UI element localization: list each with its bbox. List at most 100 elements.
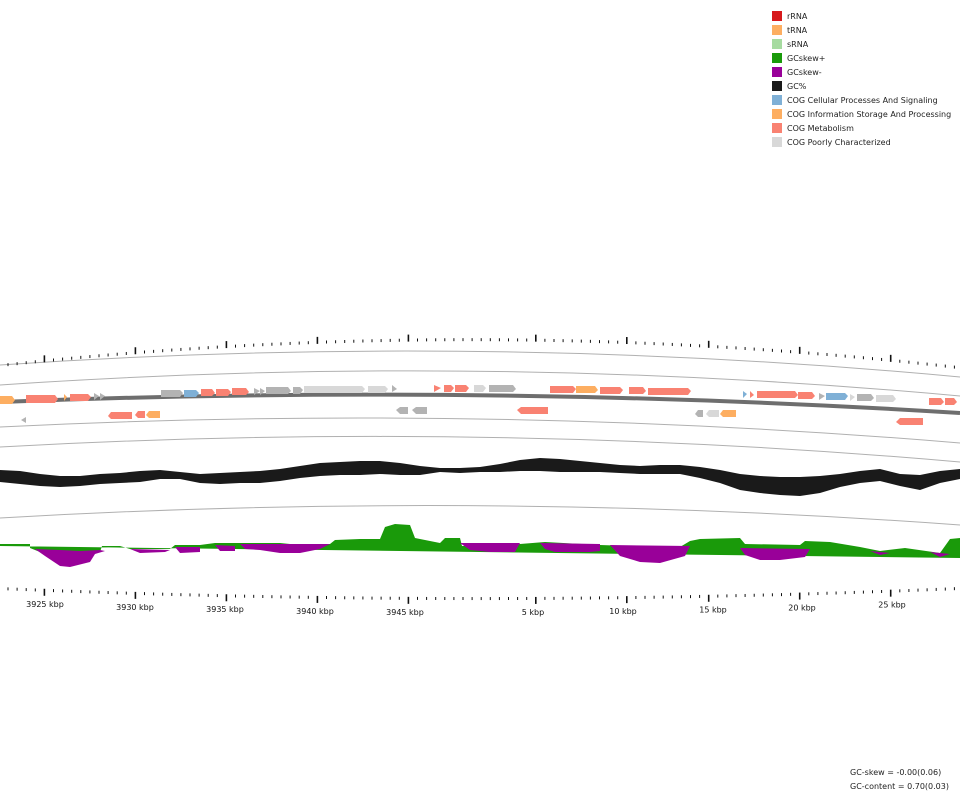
- legend-label: COG Information Storage And Processing: [787, 109, 952, 119]
- legend-swatch: [772, 137, 782, 147]
- position-labels: 3925 kbp 3930 kbp 3935 kbp 3940 kbp 3945 kbp…: [26, 600, 906, 617]
- legend-swatch: [772, 67, 782, 77]
- legend-swatch: [772, 81, 782, 91]
- position-label: 3930 kbp: [116, 603, 154, 612]
- legend-item: tRNA: [772, 23, 951, 37]
- legend-label: GCskew-: [787, 67, 822, 77]
- gc-track-inner-arc: [0, 505, 960, 526]
- gene-arrow: [412, 407, 427, 414]
- forward-strand-genes: [0, 385, 957, 405]
- legend-item: sRNA: [772, 37, 951, 51]
- reverse-track-inner-arc: [0, 417, 960, 444]
- gene-arrow: [396, 407, 408, 414]
- position-label: 20 kbp: [788, 604, 816, 613]
- gc-content-profile: [0, 458, 960, 496]
- legend-swatch: [772, 53, 782, 63]
- legend-label: rRNA: [787, 11, 808, 21]
- gene-arrow: [550, 386, 576, 393]
- gene-arrow: [750, 391, 754, 398]
- gene-arrow: [857, 394, 874, 401]
- legend-swatch: [772, 11, 782, 21]
- legend-label: GC%: [787, 81, 807, 91]
- gene-arrow: [108, 412, 132, 419]
- gene-arrow: [94, 393, 99, 400]
- gene-arrow: [629, 387, 646, 394]
- gene-arrow: [293, 387, 303, 394]
- gene-arrow: [648, 388, 691, 395]
- gene-arrow: [21, 417, 26, 423]
- gene-arrow: [706, 410, 719, 417]
- gene-arrow: [434, 385, 441, 392]
- gene-arrow: [798, 392, 815, 399]
- gene-arrow: [876, 395, 896, 402]
- position-label: 15 kbp: [699, 606, 727, 615]
- position-label: 3925 kbp: [26, 600, 64, 609]
- gene-arrow: [455, 385, 469, 392]
- gene-arrow: [146, 411, 160, 418]
- legend-item: rRNA: [772, 9, 951, 23]
- inner-ruler-ticks: [7, 587, 955, 604]
- gene-arrow: [392, 385, 397, 392]
- gc-content-stat: GC-content = 0.70(0.03): [850, 782, 949, 791]
- reverse-strand-genes: [21, 407, 923, 425]
- gene-arrow: [304, 386, 365, 393]
- gene-arrow: [0, 396, 15, 404]
- gene-arrow: [201, 389, 215, 396]
- legend-label: COG Poorly Characterized: [787, 137, 891, 147]
- outer-ruler-ticks: [7, 334, 955, 369]
- gc-skew-stat: GC-skew = -0.00(0.06): [850, 768, 942, 777]
- legend-item: GC%: [772, 79, 951, 93]
- backbone-arc: [0, 392, 960, 415]
- gene-arrow: [260, 388, 265, 395]
- legend-item: COG Information Storage And Processing: [772, 107, 951, 121]
- gene-arrow: [945, 398, 957, 405]
- legend-item: COG Poorly Characterized: [772, 135, 951, 149]
- legend-swatch: [772, 39, 782, 49]
- gene-arrow: [517, 407, 548, 414]
- gene-arrow: [896, 418, 923, 425]
- legend-swatch: [772, 95, 782, 105]
- gene-arrow: [70, 394, 91, 401]
- gene-arrow: [26, 395, 58, 403]
- gene-arrow: [826, 393, 848, 400]
- gene-arrow: [600, 387, 623, 394]
- position-label: 3935 kbp: [206, 605, 244, 614]
- legend-item: GCskew+: [772, 51, 951, 65]
- legend-item: COG Metabolism: [772, 121, 951, 135]
- gene-arrow: [720, 410, 736, 417]
- legend-label: COG Metabolism: [787, 123, 854, 133]
- gene-arrow: [368, 386, 388, 393]
- legend-swatch: [772, 109, 782, 119]
- position-label: 25 kbp: [878, 601, 906, 610]
- legend-item: COG Cellular Processes And Signaling: [772, 93, 951, 107]
- gc-skew-negative: [35, 543, 950, 567]
- legend-item: GCskew-: [772, 65, 951, 79]
- legend-swatch: [772, 123, 782, 133]
- legend-label: sRNA: [787, 39, 809, 49]
- gene-arrow: [216, 389, 231, 396]
- gene-arrow: [474, 385, 486, 392]
- position-label: 3940 kbp: [296, 607, 334, 616]
- gene-arrow: [444, 385, 454, 392]
- gene-arrow: [695, 410, 703, 417]
- forward-track-outer-arc: [0, 370, 960, 397]
- gene-arrow: [576, 386, 598, 393]
- position-label: 10 kbp: [609, 607, 637, 616]
- gene-arrow: [254, 388, 260, 395]
- position-label: 3945 kbp: [386, 608, 424, 617]
- gene-arrow: [850, 394, 855, 401]
- gene-arrow: [100, 393, 105, 400]
- ruler-arc: [0, 350, 960, 378]
- legend: rRNA tRNA sRNA GCskew+ GCskew- GC% COG Cellula…: [772, 9, 951, 149]
- gene-arrow: [743, 391, 747, 398]
- gene-arrow: [757, 391, 798, 398]
- gene-arrow: [64, 394, 67, 401]
- gene-arrow: [266, 387, 291, 394]
- gene-arrow: [135, 411, 145, 418]
- gene-arrow: [929, 398, 944, 405]
- gene-arrow: [161, 390, 183, 397]
- gc-skew-positive: [0, 524, 960, 558]
- position-label: 5 kbp: [522, 608, 544, 617]
- gene-arrow: [184, 390, 199, 397]
